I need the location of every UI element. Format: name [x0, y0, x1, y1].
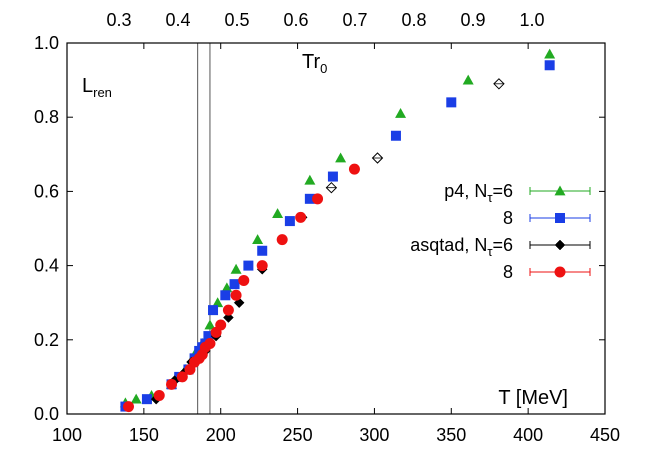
data-point [544, 60, 555, 71]
data-point [335, 152, 347, 163]
data-point [256, 260, 268, 272]
data-point [222, 304, 234, 316]
series-0 [119, 48, 556, 408]
data-point [208, 305, 219, 316]
data-point [390, 130, 401, 141]
data-point [312, 193, 324, 205]
data-point [153, 389, 165, 401]
data-point [238, 274, 250, 286]
top-tick-label: 0.5 [224, 10, 249, 30]
top-tick-label: 0.7 [342, 10, 367, 30]
x-tick-label: 200 [206, 425, 236, 445]
data-point [176, 371, 188, 383]
data-point [220, 290, 231, 301]
tr0-annotation: Tr0 [302, 51, 327, 76]
series-1 [120, 60, 555, 412]
legend-marker [555, 213, 565, 223]
data-point [462, 74, 474, 85]
x-tick-label: 350 [436, 425, 466, 445]
x-tick-label: 300 [359, 425, 389, 445]
data-point [141, 394, 152, 405]
data-point [204, 338, 216, 350]
data-point [304, 174, 316, 185]
plot-frame [66, 42, 606, 415]
data-point [284, 216, 295, 227]
data-point [272, 208, 284, 219]
top-tick-label: 0.8 [401, 10, 426, 30]
legend-marker [554, 239, 566, 251]
data-point [230, 263, 242, 274]
data-point [304, 193, 315, 204]
top-tick-label: 0.4 [165, 10, 190, 30]
data-point [204, 319, 216, 330]
data-point [327, 171, 338, 182]
data-point [243, 260, 254, 271]
y-tick-label: 0.8 [34, 107, 59, 127]
data-point [223, 312, 234, 323]
legend: p4, Nτ=6 8 asqtad, Nτ=6 8 [410, 181, 591, 282]
series-3 [122, 163, 360, 413]
data-point [130, 393, 142, 404]
x-axis-label: T [MeV] [498, 387, 568, 409]
data-point [395, 107, 407, 118]
top-tick-label: 0.6 [283, 10, 308, 30]
data-point [295, 211, 307, 223]
y-tick-label: 0.4 [34, 256, 59, 276]
x-tick-label: 250 [283, 425, 313, 445]
data-point [252, 234, 264, 245]
data-point [122, 401, 134, 413]
x-tick-label: 150 [129, 425, 159, 445]
data-point [544, 48, 556, 59]
y-tick-label: 0.0 [34, 404, 59, 424]
data-point [276, 234, 288, 246]
data-point [257, 245, 268, 256]
y-annotation: Lren [82, 75, 112, 100]
top-tick-label: 0.9 [460, 10, 485, 30]
legend-marker [554, 185, 566, 196]
data-point [221, 282, 233, 293]
data-point [203, 331, 214, 342]
legend-label: asqtad, Nτ=6 [410, 235, 513, 259]
data-point [348, 163, 360, 175]
data-point [212, 297, 224, 308]
legend-label: 8 [503, 208, 513, 228]
data-point [230, 289, 242, 301]
data-point [215, 319, 227, 331]
data-point [166, 378, 178, 390]
x-tick-label: 100 [52, 425, 82, 445]
y-tick-label: 0.6 [34, 181, 59, 201]
y-tick-label: 0.2 [34, 330, 59, 350]
x-tick-label: 450 [590, 425, 620, 445]
data-point [229, 279, 240, 290]
x-tick-label: 400 [513, 425, 543, 445]
legend-marker [554, 266, 566, 278]
legend-label: 8 [503, 262, 513, 282]
top-tick-label: 0.3 [106, 10, 131, 30]
top-tick-label: 1.0 [519, 10, 544, 30]
y-tick-label: 1.0 [34, 33, 59, 53]
data-point [446, 97, 457, 108]
legend-label: p4, Nτ=6 [444, 181, 513, 205]
